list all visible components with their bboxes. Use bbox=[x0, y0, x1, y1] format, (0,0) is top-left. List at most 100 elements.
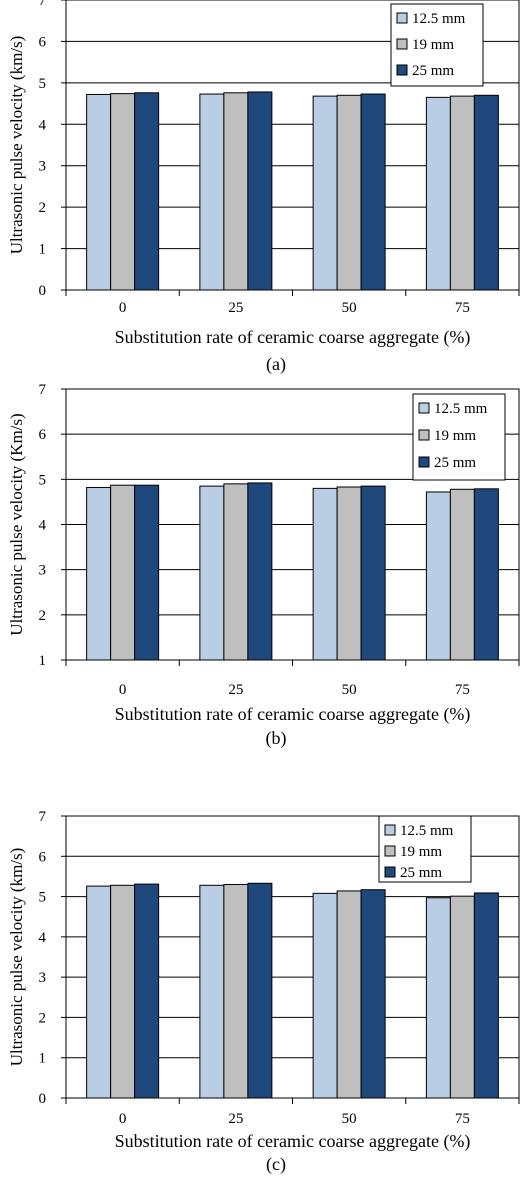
y-tick-label: 6 bbox=[39, 849, 47, 865]
y-axis: 0 1 2 3 4 5 6 7 bbox=[39, 809, 66, 1107]
bar bbox=[336, 94, 362, 291]
legend-swatch bbox=[396, 64, 408, 76]
bar bbox=[336, 486, 362, 661]
bar bbox=[336, 890, 362, 1099]
bar bbox=[312, 892, 338, 1099]
y-tick-label: 3 bbox=[39, 159, 47, 175]
bar bbox=[110, 484, 136, 661]
y-axis-title: Ultrasonic pulse velocity (km/s) bbox=[7, 36, 26, 255]
bar bbox=[199, 93, 225, 291]
bars bbox=[86, 91, 499, 291]
bar bbox=[223, 92, 249, 291]
bar bbox=[110, 93, 136, 291]
bar bbox=[223, 483, 249, 661]
x-tick-label: 0 bbox=[119, 1111, 127, 1127]
y-axis-title: Ultrasonic pulse velocity (km/s) bbox=[7, 848, 26, 1067]
legend-swatch bbox=[384, 824, 396, 836]
bar-chart-a: 0 1 2 3 4 5 6 7 0 25 50 75 12.5 mm 19 mm 25 mm Ultrason… bbox=[7, 0, 520, 375]
y-tick-label: 4 bbox=[39, 518, 47, 534]
bar bbox=[86, 885, 112, 1099]
x-tick-label: 25 bbox=[228, 682, 243, 698]
x-tick-label: 0 bbox=[119, 300, 127, 316]
y-axis: 0 1 2 3 4 5 6 7 bbox=[39, 0, 66, 299]
y-tick-label: 3 bbox=[39, 563, 47, 579]
bar bbox=[134, 92, 160, 291]
y-tick-label: 0 bbox=[39, 1091, 47, 1107]
bar bbox=[312, 487, 338, 661]
legend-swatch bbox=[384, 845, 396, 857]
legend-label: 25 mm bbox=[412, 63, 454, 79]
bar bbox=[425, 897, 451, 1099]
legend-label: 12.5 mm bbox=[434, 401, 488, 417]
x-axis: 0 25 50 75 bbox=[65, 660, 520, 698]
y-tick-label: 5 bbox=[39, 890, 47, 906]
figure-caption: (a) bbox=[266, 354, 286, 375]
legend-label: 19 mm bbox=[400, 844, 442, 860]
legend: 12.5 mm 19 mm 25 mm bbox=[412, 393, 506, 481]
legend-label: 19 mm bbox=[412, 37, 454, 53]
bar bbox=[473, 94, 499, 291]
y-axis: 1 2 3 4 5 6 7 bbox=[39, 382, 66, 669]
y-tick-label: 7 bbox=[39, 809, 47, 825]
bar bbox=[473, 488, 499, 661]
bars bbox=[86, 882, 499, 1099]
bar bbox=[449, 488, 475, 661]
y-tick-label: 7 bbox=[39, 382, 47, 398]
x-tick-label: 50 bbox=[342, 682, 357, 698]
bar bbox=[247, 882, 273, 1099]
legend: 12.5 mm 19 mm 25 mm bbox=[378, 815, 472, 883]
bar bbox=[223, 883, 249, 1099]
bar bbox=[449, 95, 475, 291]
y-tick-label: 5 bbox=[39, 76, 47, 92]
y-tick-label: 6 bbox=[39, 427, 47, 443]
x-tick-label: 25 bbox=[228, 1111, 243, 1127]
y-tick-label: 6 bbox=[39, 34, 47, 50]
x-tick-label: 50 bbox=[342, 300, 357, 316]
bar bbox=[360, 485, 386, 661]
legend-swatch bbox=[418, 402, 430, 414]
bar bbox=[199, 485, 225, 661]
bar bbox=[360, 93, 386, 291]
legend-swatch bbox=[418, 456, 430, 468]
x-axis-title: Substitution rate of ceramic coarse aggr… bbox=[115, 327, 471, 348]
bar bbox=[86, 93, 112, 291]
bar bbox=[473, 892, 499, 1099]
y-tick-label: 1 bbox=[39, 1051, 47, 1067]
legend-swatch bbox=[396, 12, 408, 24]
figure-caption: (b) bbox=[266, 728, 287, 749]
y-tick-label: 0 bbox=[39, 283, 47, 299]
y-axis-title: Ultrasonic pulse velocity (Km/s) bbox=[7, 413, 26, 635]
legend-label: 19 mm bbox=[434, 428, 476, 444]
y-tick-label: 3 bbox=[39, 970, 47, 986]
bar-chart-b: 1 2 3 4 5 6 7 0 25 50 75 12.5 mm 19 mm 25 mm Ultrasoni… bbox=[7, 382, 520, 749]
figure-caption: (c) bbox=[266, 1154, 286, 1175]
bar bbox=[86, 486, 112, 661]
y-tick-label: 5 bbox=[39, 472, 47, 488]
x-tick-label: 50 bbox=[342, 1111, 357, 1127]
bar-chart-c: 0 1 2 3 4 5 6 7 0 25 50 75 12.5 mm 19 mm 25 mm Ultrason… bbox=[7, 809, 520, 1175]
y-tick-label: 1 bbox=[39, 653, 47, 669]
y-tick-label: 2 bbox=[39, 608, 47, 624]
y-tick-label: 1 bbox=[39, 242, 47, 258]
legend-swatch bbox=[384, 866, 396, 878]
legend-swatch bbox=[396, 38, 408, 50]
bar bbox=[449, 895, 475, 1099]
y-tick-label: 4 bbox=[39, 930, 47, 946]
bar bbox=[425, 96, 451, 291]
x-tick-label: 75 bbox=[455, 300, 470, 316]
legend-swatch bbox=[418, 429, 430, 441]
x-tick-label: 25 bbox=[228, 300, 243, 316]
bars bbox=[86, 482, 499, 661]
bar bbox=[199, 884, 225, 1099]
x-axis-title: Substitution rate of ceramic coarse aggr… bbox=[115, 1131, 471, 1152]
bar bbox=[110, 884, 136, 1099]
bar bbox=[247, 482, 273, 661]
bar bbox=[247, 91, 273, 291]
y-tick-label: 2 bbox=[39, 200, 47, 216]
x-tick-label: 75 bbox=[455, 1111, 470, 1127]
legend: 12.5 mm 19 mm 25 mm bbox=[390, 3, 484, 87]
x-axis: 0 25 50 75 bbox=[65, 290, 520, 316]
bar bbox=[134, 883, 160, 1099]
y-tick-label: 2 bbox=[39, 1010, 47, 1026]
x-tick-label: 75 bbox=[455, 682, 470, 698]
